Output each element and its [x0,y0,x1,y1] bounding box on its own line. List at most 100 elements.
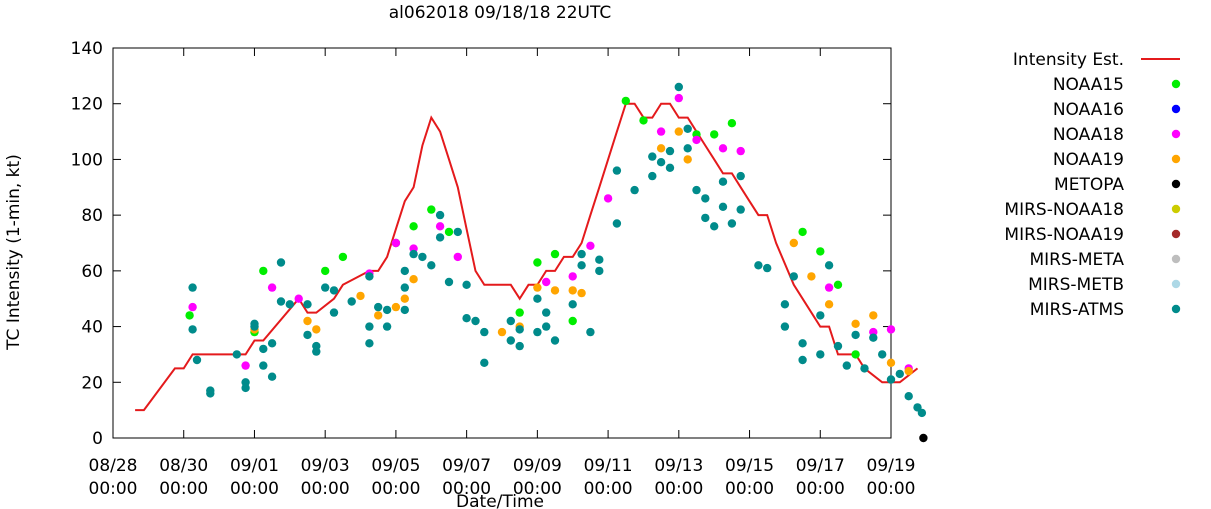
data-point-mirs-atms [842,361,851,370]
data-point-mirs-atms [435,210,445,220]
data-point-noaa19 [824,300,834,309]
data-point-mirs-atms [418,252,427,262]
data-point-mirs-atms [365,339,374,348]
data-point-mirs-atms [789,272,798,281]
data-point-noaa15 [568,316,577,326]
data-point-mirs-atms [206,389,215,398]
data-point-mirs-atms [701,213,710,223]
data-point-mirs-atms [612,219,622,228]
data-point-noaa19 [303,316,312,326]
data-point-mirs-atms [400,266,409,276]
data-point-mirs-atms [851,330,860,340]
data-point-mirs-atms [550,336,560,345]
y-axis: 0 20 40 60 80 100 120 140 [71,39,891,449]
data-point-mirs-atms [241,383,250,393]
data-point-noaa15 [533,258,542,267]
data-point-mirs-atms [754,261,763,270]
data-point-mirs-atms [727,219,737,228]
legend-label: NOAA15 [1053,75,1124,95]
legend-label: MIRS-NOAA18 [1004,200,1124,220]
data-point-mirs-atms [683,124,692,133]
data-point-noaa19 [656,144,666,153]
y-axis-label: TC Intensity (1-min, kt) [4,154,24,351]
legend-label: Intensity Est. [1013,50,1124,70]
x-tick-label-date: 08/30 [159,456,208,476]
data-point-mirs-atms [683,144,692,153]
data-point-mirs-atms [780,322,790,331]
x-tick-label-date: 09/03 [301,456,350,476]
legend-label: MIRS-NOAA19 [1004,225,1124,245]
data-point-mirs-atms [435,233,445,242]
legend-label: MIRS-ATMS [1030,300,1124,320]
x-tick-label-time: 00:00 [513,479,562,499]
data-point-noaa15 [727,119,737,128]
data-point-mirs-atms [365,272,374,281]
data-point-mirs-atms [595,255,604,264]
plot-area [135,82,928,443]
legend-label: MIRS-META [1029,250,1124,270]
y-tick-label: 100 [71,150,103,170]
data-point-noaa18 [453,252,462,262]
data-point-mirs-atms [595,266,604,276]
data-point-mirs-atms [630,185,639,195]
data-point-mirs-atms [267,339,277,348]
data-point-mirs-atms [692,185,701,195]
data-point-mirs-atms [577,261,586,270]
x-tick-label-time: 00:00 [371,479,420,499]
data-point-mirs-atms [577,249,586,259]
data-point-noaa18 [886,325,896,334]
data-point-noaa15 [833,280,843,289]
data-point-mirs-atms [232,350,241,359]
x-tick-label-time: 00:00 [230,479,279,499]
data-point-metopa [919,433,928,443]
x-tick-label-time: 00:00 [584,479,633,499]
data-point-mirs-atms [382,305,392,315]
legend-swatch-dot [1171,179,1181,189]
y-tick-label: 60 [81,262,103,282]
data-point-mirs-atms [718,202,728,211]
data-point-mirs-atms [656,158,666,167]
data-point-noaa18 [542,277,551,287]
plot-frame [112,47,892,439]
data-point-mirs-atms [303,330,312,340]
x-tick-label-date: 08/28 [89,456,138,476]
data-point-mirs-atms [798,355,807,365]
data-point-noaa18 [586,241,595,250]
x-tick-label-time: 00:00 [89,479,138,499]
data-point-mirs-atms [542,308,551,317]
data-point-mirs-atms [365,322,374,331]
data-point-noaa18 [568,272,577,281]
data-point-noaa19 [674,127,683,136]
data-point-mirs-atms [462,280,471,289]
data-point-mirs-atms [382,322,392,331]
y-tick-label: 140 [71,39,103,59]
data-point-mirs-atms [188,283,197,292]
x-tick-label-date: 09/13 [654,456,703,476]
data-point-mirs-atms [329,286,339,295]
data-point-mirs-atms [904,392,913,401]
data-point-noaa15 [444,227,454,237]
data-point-noaa15 [816,247,825,256]
data-point-mirs-atms [533,327,542,337]
data-point-noaa18 [692,135,701,145]
data-point-noaa15 [427,205,436,214]
y-tick-label: 40 [81,318,103,338]
data-point-mirs-atms [303,300,312,309]
legend-label: NOAA19 [1053,150,1124,170]
data-point-mirs-atms [285,300,294,309]
data-point-noaa19 [568,286,577,295]
data-point-noaa19 [851,319,860,328]
data-point-mirs-atms [515,325,524,334]
data-point-noaa19 [374,311,383,320]
data-point-noaa18 [603,194,613,203]
data-point-noaa15 [550,249,560,259]
data-point-mirs-atms [860,364,869,373]
data-point-mirs-atms [506,336,515,345]
data-point-mirs-atms [833,341,843,351]
data-point-mirs-atms [400,305,409,315]
x-tick-label-date: 09/05 [371,456,420,476]
data-point-noaa19 [789,238,798,248]
data-point-mirs-atms [480,358,489,367]
data-point-mirs-atms [736,205,745,214]
